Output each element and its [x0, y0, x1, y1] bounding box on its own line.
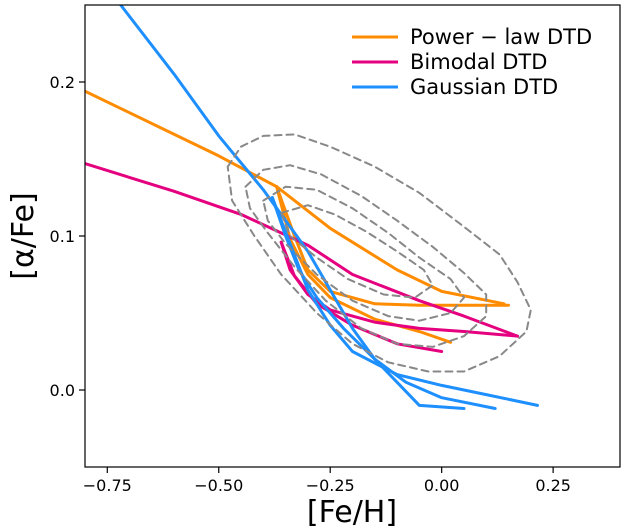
series-model-line-1 — [85, 89, 506, 306]
x-tick-label: −0.25 — [306, 476, 355, 495]
x-axis-ticks: −0.75 −0.50 −0.25 0.00 0.25 — [83, 467, 571, 495]
x-tick-label: −0.75 — [83, 476, 132, 495]
y-tick-label: 0.2 — [50, 73, 75, 92]
x-tick-label: 0.25 — [535, 476, 571, 495]
y-axis-label: [α/Fe] — [6, 192, 41, 279]
x-axis-label: [Fe/H] — [307, 495, 397, 529]
y-tick-label: 0.1 — [50, 227, 75, 246]
series-contour-line-2 — [244, 164, 488, 348]
x-tick-label: −0.50 — [194, 476, 243, 495]
series-model-line-4 — [85, 162, 519, 338]
series-contour-line-3 — [262, 185, 465, 322]
series-model-line-3 — [275, 185, 453, 344]
y-axis-ticks: 0.0 0.1 0.2 — [50, 73, 85, 400]
series-model-line-7 — [119, 5, 466, 410]
legend-label: Gaussian DTD — [410, 75, 558, 99]
legend-label: Power − law DTD — [410, 25, 592, 49]
series-contour-line-1 — [226, 133, 532, 373]
legend-label: Bimodal DTD — [410, 50, 547, 74]
y-tick-label: 0.0 — [50, 381, 75, 400]
x-tick-label: 0.00 — [424, 476, 460, 495]
series-layer — [85, 5, 539, 410]
